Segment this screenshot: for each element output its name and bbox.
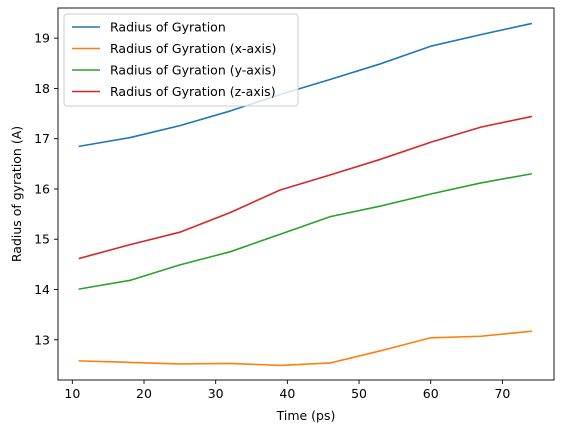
- legend-label-3: Radius of Gyration (z-axis): [110, 84, 276, 99]
- legend: Radius of Gyration Radius of Gyration (x-…: [63, 13, 299, 107]
- series-line-3: [78, 115, 533, 260]
- series-line-0: [78, 22, 533, 148]
- y-tick-label-4: 17: [34, 131, 50, 146]
- legend-label-0: Radius of Gyration: [110, 20, 226, 35]
- x-tick-label-4: 50: [351, 386, 367, 401]
- x-axis: 10 20 30 40 50 60 70: [64, 380, 510, 401]
- legend-box: [63, 13, 299, 107]
- x-tick-label-1: 20: [136, 386, 152, 401]
- x-axis-label: Time (ps): [276, 408, 336, 423]
- x-tick-label-2: 30: [208, 386, 224, 401]
- y-axis: 13 14 15 16 17 18 19: [34, 31, 58, 347]
- y-axis-label: Radius of gyration (A): [9, 126, 24, 262]
- legend-label-2: Radius of Gyration (y-axis): [110, 63, 276, 78]
- legend-label-1: Radius of Gyration (x-axis): [110, 41, 276, 56]
- x-tick-label-5: 60: [423, 386, 439, 401]
- series-line-2: [78, 172, 532, 290]
- series-layer: [78, 22, 533, 367]
- x-tick-label-0: 10: [64, 386, 80, 401]
- x-tick-label-6: 70: [494, 386, 510, 401]
- series-line-1: [78, 330, 532, 367]
- y-tick-label-3: 16: [34, 181, 50, 196]
- y-tick-label-2: 15: [34, 232, 50, 247]
- y-tick-label-5: 18: [34, 81, 50, 96]
- plot-frame: [57, 7, 555, 381]
- x-tick-label-3: 40: [279, 386, 295, 401]
- y-tick-label-0: 13: [34, 332, 50, 347]
- y-tick-label-6: 19: [34, 31, 50, 46]
- y-tick-label-1: 14: [34, 282, 50, 297]
